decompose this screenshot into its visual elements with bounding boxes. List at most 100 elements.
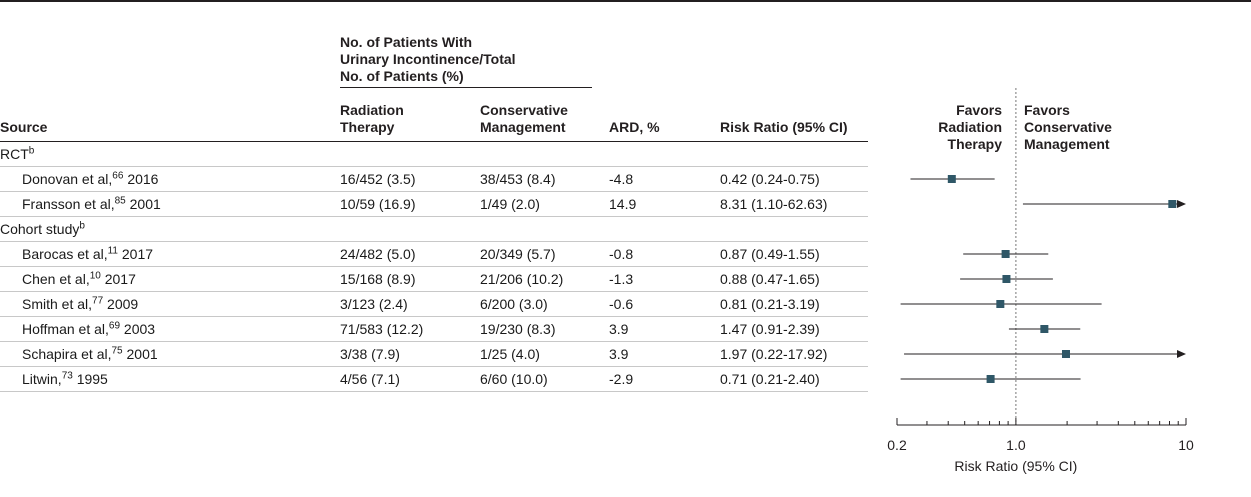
table-row: Smith et al,77 2009 3/123 (2.4) 6/200 (3.0… [0, 292, 868, 317]
study-year: 2016 [127, 171, 159, 187]
radiation-cell: 4/56 (7.1) [340, 371, 400, 387]
conservative-cell: 38/453 (8.4) [480, 171, 556, 187]
radiation-cell: 10/59 (16.9) [340, 196, 416, 212]
table-row: Donovan et al,66 2016 16/452 (3.5) 38/453 … [0, 167, 868, 192]
risk-ratio-marker [1002, 275, 1011, 283]
risk-ratio-cell: 0.81 (0.21-3.19) [720, 296, 820, 312]
group-label: Cohort studyb [0, 221, 85, 237]
favors-radiation-line-2: Radiation [938, 119, 1002, 135]
column-header-ard: ARD, % [609, 119, 660, 135]
column-header-radiation: Radiation Therapy [340, 102, 404, 136]
table-row: Fransson et al,85 2001 10/59 (16.9) 1/49 (… [0, 192, 868, 217]
ard-cell: 3.9 [609, 346, 629, 362]
table-row: Chen et al,10 2017 15/168 (8.9) 21/206 (10… [0, 267, 868, 292]
study-source: Chen et al,10 2017 [22, 271, 136, 287]
conservative-cell: 1/49 (2.0) [480, 196, 540, 212]
radiation-cell: 3/38 (7.9) [340, 346, 400, 362]
study-author: Chen et al, [22, 271, 90, 287]
group-header-line-3: No. of Patients (%) [340, 68, 464, 84]
risk-ratio-marker [947, 175, 956, 183]
group-header-line-1: No. of Patients With [340, 34, 473, 50]
conservative-cell: 21/206 (10.2) [480, 271, 564, 287]
group-header-line-2: Urinary Incontinence/Total [340, 51, 516, 67]
study-year: 2009 [107, 296, 139, 312]
study-year: 1995 [76, 371, 108, 387]
column-header-radiation-line-1: Radiation [340, 102, 404, 118]
study-author: Smith et al, [22, 296, 93, 312]
ard-cell: 14.9 [609, 196, 637, 212]
risk-ratio-cell: 1.47 (0.91-2.39) [720, 321, 820, 337]
ard-cell: -1.3 [609, 271, 634, 287]
favors-radiation-label: Favors Radiation Therapy [930, 102, 1002, 153]
radiation-cell: 71/583 (12.2) [340, 321, 424, 337]
reference-number: 66 [112, 170, 124, 182]
study-year: 2017 [104, 271, 136, 287]
x-axis-tick-label: 10 [1178, 437, 1194, 453]
column-header-conservative-line-1: Conservative [480, 102, 568, 118]
study-year: 2001 [129, 196, 161, 212]
study-author: Donovan et al, [22, 171, 113, 187]
study-source: Barocas et al,11 2017 [22, 246, 153, 262]
study-author: Litwin, [22, 371, 62, 387]
top-rule [0, 0, 1251, 2]
ard-cell: -0.6 [609, 296, 634, 312]
conservative-cell: 6/60 (10.0) [480, 371, 548, 387]
table-row: Barocas et al,11 2017 24/482 (5.0) 20/349 … [0, 242, 868, 267]
risk-ratio-cell: 0.87 (0.49-1.55) [720, 246, 820, 262]
study-author: Barocas et al, [22, 246, 108, 262]
radiation-cell: 3/123 (2.4) [340, 296, 408, 312]
risk-ratio-cell: 1.97 (0.22-17.92) [720, 346, 828, 362]
favors-radiation-line-1: Favors [956, 102, 1002, 118]
table-row: Schapira et al,75 2001 3/38 (7.9) 1/25 (4.… [0, 342, 868, 367]
conservative-cell: 1/25 (4.0) [480, 346, 540, 362]
study-source: Hoffman et al,69 2003 [22, 321, 155, 337]
group-row: Cohort studyb [0, 217, 868, 242]
reference-number: 85 [114, 195, 126, 207]
radiation-cell: 16/452 (3.5) [340, 171, 416, 187]
x-axis-tick-label: 1.0 [1006, 437, 1026, 453]
table-row: Litwin,73 1995 4/56 (7.1) 6/60 (10.0) -2.9 0… [0, 367, 868, 392]
study-source: Fransson et al,85 2001 [22, 196, 161, 212]
ci-arrow [1177, 200, 1186, 208]
study-author: Fransson et al, [22, 196, 115, 212]
study-year: 2001 [126, 346, 158, 362]
reference-number: 73 [61, 370, 73, 382]
ard-cell: -2.9 [609, 371, 634, 387]
risk-ratio-marker [1040, 325, 1049, 333]
risk-ratio-marker [1168, 200, 1177, 208]
column-header-risk-ratio: Risk Ratio (95% CI) [720, 119, 848, 135]
ard-cell: -4.8 [609, 171, 634, 187]
risk-ratio-marker [986, 375, 995, 383]
risk-ratio-marker [1061, 350, 1070, 358]
study-year: 2003 [123, 321, 156, 337]
group-label-text: RCT [0, 146, 29, 162]
group-row: RCTb [0, 142, 868, 167]
column-header-radiation-line-2: Therapy [340, 119, 395, 135]
group-label-text: Cohort study [0, 221, 80, 237]
group-header-rule [340, 87, 592, 88]
study-source: Litwin,73 1995 [22, 371, 108, 387]
column-header-source: Source [0, 119, 48, 135]
reference-number: 75 [111, 345, 123, 357]
study-source: Donovan et al,66 2016 [22, 171, 158, 187]
radiation-cell: 24/482 (5.0) [340, 246, 416, 262]
risk-ratio-marker [1001, 250, 1010, 258]
x-axis-tick-label: 0.2 [887, 437, 907, 453]
group-label: RCTb [0, 146, 34, 162]
favors-conservative-line-2: Conservative [1024, 119, 1112, 135]
study-author: Schapira et al, [22, 346, 112, 362]
risk-ratio-marker [996, 300, 1005, 308]
favors-conservative-line-3: Management [1024, 136, 1110, 152]
risk-ratio-cell: 8.31 (1.10-62.63) [720, 196, 828, 212]
table-row: Hoffman et al,69 2003 71/583 (12.2) 19/230… [0, 317, 868, 342]
ard-cell: 3.9 [609, 321, 629, 337]
header-rule [0, 141, 868, 142]
risk-ratio-cell: 0.71 (0.21-2.40) [720, 371, 820, 387]
conservative-cell: 6/200 (3.0) [480, 296, 548, 312]
ci-arrow [1177, 350, 1186, 358]
favors-radiation-line-3: Therapy [947, 136, 1002, 152]
study-year: 2017 [121, 246, 154, 262]
group-header: No. of Patients With Urinary Incontinenc… [340, 34, 592, 85]
favors-conservative-line-1: Favors [1024, 102, 1070, 118]
